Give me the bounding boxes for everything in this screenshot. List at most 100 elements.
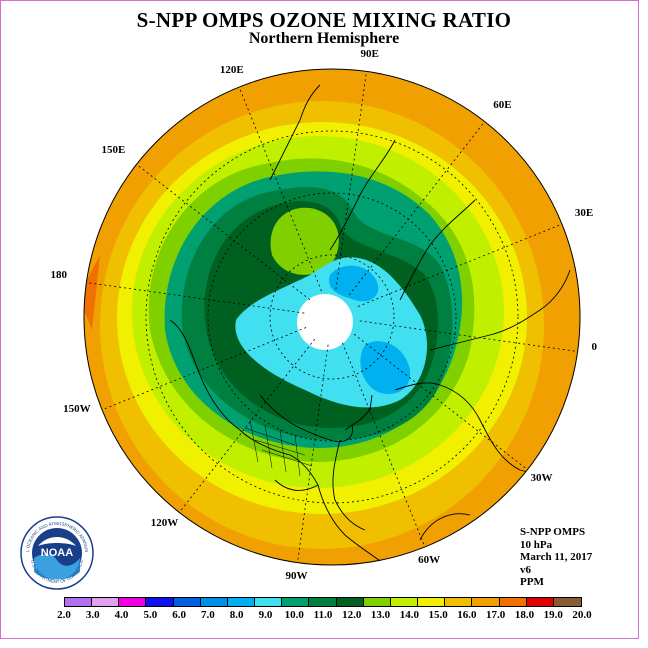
- meridian-line: [86, 282, 305, 314]
- colorbar-swatch: [65, 598, 93, 606]
- info-units: PPM: [520, 576, 544, 588]
- colorbar-swatch: [553, 598, 581, 606]
- longitude-label: 120W: [150, 517, 179, 530]
- meridian-line: [348, 121, 485, 296]
- latitude-circle-1: [269, 254, 395, 380]
- colorbar-swatch: [526, 598, 554, 606]
- colorbar-tick-label: 5.0: [143, 609, 158, 621]
- meridian-line: [359, 320, 578, 352]
- longitude-label: 90W: [285, 570, 308, 583]
- colorbar-tick-label: 11.0: [313, 609, 333, 621]
- colorbar-tick-label: 2.0: [57, 609, 71, 621]
- noaa-logo-text: NOAA: [41, 547, 73, 559]
- coastlines: [169, 84, 571, 565]
- colorbar-swatch: [255, 598, 283, 606]
- colorbar-swatch: [146, 598, 174, 606]
- colorbar-swatch: [336, 598, 364, 606]
- longitude-label: 0: [591, 341, 597, 354]
- colorbar-swatch: [309, 598, 337, 606]
- kamchatka-coast: [269, 84, 321, 181]
- colorbar-tick-label: 4.0: [114, 609, 129, 621]
- colorbar-tick-label: 17.0: [486, 609, 506, 621]
- colorbar-swatch: [173, 598, 201, 606]
- colorbar-swatch: [200, 598, 228, 606]
- greenland-south: [332, 439, 366, 531]
- colorbar-swatch: [418, 598, 446, 606]
- ozone-contour-field: [84, 69, 580, 565]
- asia-east-coast: [399, 199, 476, 301]
- colorbar-swatch: [119, 598, 147, 606]
- colorbar-tick-label: 18.0: [514, 609, 535, 621]
- colorbar-tick-label: 9.0: [258, 609, 273, 621]
- longitude-label: 60E: [493, 98, 512, 111]
- no-data-polar-cap: [297, 294, 353, 350]
- colorbar-swatch: [363, 598, 391, 606]
- page-subtitle: Northern Hemisphere: [248, 30, 400, 47]
- figure-frame: [0, 0, 639, 639]
- graticule: [86, 71, 578, 563]
- longitude-label: 30W: [530, 472, 553, 485]
- meridian-line: [238, 86, 322, 292]
- labrador-coast: [344, 394, 373, 431]
- colorbar-swatch: [92, 598, 120, 606]
- info-instrument: S-NPP OMPS: [520, 526, 586, 538]
- page-title: S-NPP OMPS OZONE MIXING RATIO: [136, 8, 512, 32]
- colorbar-tick-label: 20.0: [572, 609, 592, 621]
- colorbar-swatch: [472, 598, 500, 606]
- meridian-line: [136, 164, 311, 301]
- state-border-lines: [244, 419, 313, 477]
- siberia-coast: [329, 139, 396, 251]
- gulf-coast: [274, 479, 319, 491]
- longitude-label: 90E: [360, 47, 379, 60]
- longitude-label: 120E: [219, 64, 244, 77]
- longitude-label: 150W: [63, 403, 91, 416]
- map-boundary: [83, 68, 581, 566]
- colorbar: [64, 597, 582, 607]
- colorbar-ticks: 2.0 3.0 4.0 5.0 6.0 7.0 8.0 9.0 10.0 11.0 12.0 13.0…: [0, 609, 648, 623]
- meridian-line: [335, 71, 367, 290]
- meridian-line: [101, 327, 307, 411]
- colorbar-tick-label: 7.0: [201, 609, 215, 621]
- light-blue-core-2: [360, 341, 411, 394]
- meridian-line: [357, 223, 563, 307]
- south-america-north-coast: [419, 513, 471, 541]
- colorbar-tick-label: 15.0: [428, 609, 448, 621]
- info-date: March 11, 2017: [520, 551, 593, 563]
- colorbar-tick-label: 14.0: [399, 609, 419, 621]
- info-level: 10 hPa: [520, 538, 553, 551]
- colorbar-tick-label: 10.0: [284, 609, 304, 621]
- info-panel: S-NPP OMPS 10 hPa March 11, 2017 v6 PPM: [520, 526, 592, 589]
- longitude-label: 150E: [101, 143, 126, 156]
- colorbar-tick-label: 16.0: [457, 609, 477, 621]
- colorbar-swatch: [390, 598, 419, 606]
- longitude-label: 60W: [418, 553, 441, 566]
- colorbar-tick-label: 8.0: [229, 609, 244, 621]
- longitude-label: 180: [50, 268, 68, 281]
- asia-south-coast: [429, 269, 571, 351]
- meridian-line: [353, 333, 528, 470]
- colorbar-tick-label: 19.0: [543, 609, 563, 621]
- colorbar-tick-label: 3.0: [85, 609, 100, 621]
- noaa-logo: NOAA NATIONAL OCEANIC AND ATMOSPHERIC AD…: [18, 512, 94, 590]
- colorbar-swatch: [445, 598, 473, 606]
- meridian-line: [179, 338, 316, 513]
- info-version: v6: [520, 563, 531, 576]
- red-orange-patch-edge: [84, 255, 100, 330]
- colorbar-swatch: [282, 598, 310, 606]
- north-america-west-coast: [169, 319, 241, 431]
- colorbar-tick-label: 13.0: [370, 609, 391, 621]
- hudson-bay-region: [259, 394, 353, 443]
- light-blue-core-1: [329, 265, 379, 302]
- colorbar-swatch: [227, 598, 256, 606]
- latitude-circle-3: [145, 130, 519, 504]
- colorbar-tick-label: 12.0: [342, 609, 362, 621]
- longitude-label: 30E: [574, 206, 594, 219]
- colorbar-tick-label: 6.0: [172, 609, 186, 621]
- meridian-line: [297, 344, 329, 563]
- green-secondary-max: [270, 207, 339, 275]
- latitude-circle-2: [207, 192, 457, 442]
- meridian-line: [342, 342, 426, 548]
- us-state-borders: [244, 419, 313, 477]
- colorbar-swatch: [499, 598, 527, 606]
